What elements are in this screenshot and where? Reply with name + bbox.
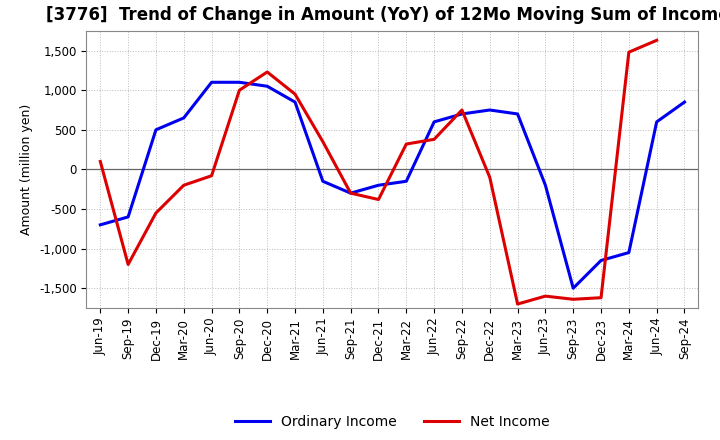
Ordinary Income bbox=[402, 179, 410, 184]
Ordinary Income bbox=[207, 80, 216, 85]
Ordinary Income bbox=[318, 179, 327, 184]
Ordinary Income bbox=[569, 286, 577, 291]
Legend: Ordinary Income, Net Income: Ordinary Income, Net Income bbox=[230, 409, 555, 434]
Net Income bbox=[458, 107, 467, 113]
Net Income bbox=[346, 191, 355, 196]
Net Income bbox=[597, 295, 606, 301]
Net Income bbox=[291, 92, 300, 97]
Ordinary Income bbox=[513, 111, 522, 117]
Title: [3776]  Trend of Change in Amount (YoY) of 12Mo Moving Sum of Incomes: [3776] Trend of Change in Amount (YoY) o… bbox=[45, 6, 720, 24]
Ordinary Income bbox=[346, 191, 355, 196]
Net Income bbox=[485, 175, 494, 180]
Net Income bbox=[263, 70, 271, 75]
Net Income bbox=[569, 297, 577, 302]
Net Income bbox=[652, 38, 661, 43]
Ordinary Income bbox=[458, 111, 467, 117]
Ordinary Income bbox=[374, 183, 383, 188]
Line: Ordinary Income: Ordinary Income bbox=[100, 82, 685, 288]
Ordinary Income bbox=[96, 222, 104, 227]
Line: Net Income: Net Income bbox=[100, 40, 657, 304]
Net Income bbox=[513, 301, 522, 307]
Ordinary Income bbox=[541, 183, 550, 188]
Ordinary Income bbox=[235, 80, 243, 85]
Net Income bbox=[96, 159, 104, 164]
Ordinary Income bbox=[430, 119, 438, 125]
Ordinary Income bbox=[291, 99, 300, 105]
Net Income bbox=[541, 293, 550, 299]
Net Income bbox=[179, 183, 188, 188]
Net Income bbox=[624, 50, 633, 55]
Ordinary Income bbox=[485, 107, 494, 113]
Net Income bbox=[235, 88, 243, 93]
Net Income bbox=[318, 139, 327, 144]
Ordinary Income bbox=[680, 99, 689, 105]
Ordinary Income bbox=[652, 119, 661, 125]
Ordinary Income bbox=[263, 84, 271, 89]
Net Income bbox=[207, 173, 216, 178]
Net Income bbox=[430, 137, 438, 142]
Ordinary Income bbox=[179, 115, 188, 121]
Net Income bbox=[374, 197, 383, 202]
Net Income bbox=[402, 141, 410, 147]
Ordinary Income bbox=[624, 250, 633, 255]
Y-axis label: Amount (million yen): Amount (million yen) bbox=[20, 104, 33, 235]
Net Income bbox=[124, 262, 132, 267]
Ordinary Income bbox=[124, 214, 132, 220]
Ordinary Income bbox=[597, 258, 606, 263]
Ordinary Income bbox=[152, 127, 161, 132]
Net Income bbox=[152, 210, 161, 216]
